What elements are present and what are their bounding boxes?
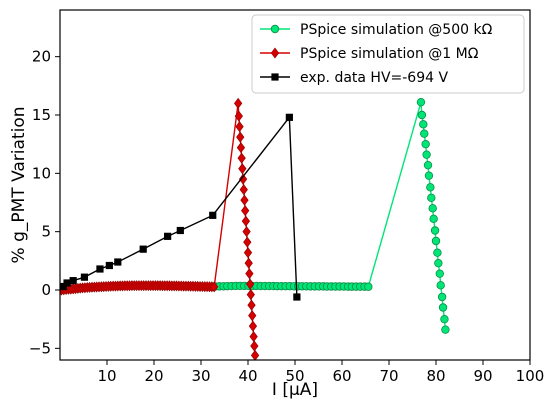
data-point: [244, 257, 253, 269]
x-tick-label: 50: [285, 367, 304, 385]
data-point: [435, 269, 444, 278]
data-point: [96, 265, 104, 273]
y-tick-label: 20: [32, 48, 51, 66]
data-point: [433, 248, 442, 257]
legend-item: PSpice simulation @1 MΩ: [260, 46, 479, 62]
data-point: [245, 268, 254, 280]
legend-marker: [270, 24, 280, 34]
y-tick-label: −5: [29, 339, 51, 357]
data-point: [422, 150, 431, 159]
x-tick-label: 80: [426, 367, 445, 385]
data-point: [114, 258, 122, 266]
data-point: [417, 110, 427, 120]
y-tick-label: 0: [41, 281, 51, 299]
data-point: [250, 340, 259, 352]
data-point: [441, 325, 450, 334]
legend-marker: [270, 47, 280, 59]
y-tick-label: 15: [32, 106, 51, 124]
data-point: [437, 292, 447, 302]
x-tick-label: 20: [144, 367, 163, 385]
data-point: [210, 281, 219, 293]
data-point: [436, 281, 445, 290]
data-point: [209, 211, 217, 219]
data-point: [80, 273, 89, 281]
x-axis-label: I [μA]: [272, 380, 318, 400]
series-3: [60, 113, 301, 301]
data-point: [238, 163, 247, 175]
data-point: [236, 142, 246, 154]
data-point: [60, 282, 67, 291]
series-layer: [60, 97, 450, 360]
legend-box: [251, 14, 525, 94]
data-point: [239, 184, 248, 196]
x-tick-label: 10: [97, 367, 116, 385]
data-point: [424, 171, 434, 180]
data-point: [248, 320, 258, 332]
data-point: [247, 299, 256, 311]
legend-item: exp. data HV=-694 V: [260, 70, 448, 86]
data-point: [423, 160, 433, 170]
data-point: [243, 236, 252, 248]
legend-item: PSpice simulation @500 kΩ: [260, 22, 493, 38]
x-tick-label: 70: [379, 367, 398, 385]
data-point: [427, 193, 436, 203]
data-point: [236, 131, 245, 143]
x-axis: 10 20 30 40 50 60 70 80 90 100: [97, 360, 544, 385]
data-point: [249, 331, 258, 343]
data-point: [434, 258, 443, 268]
x-tick-label: 60: [332, 367, 351, 385]
data-point: [248, 310, 257, 322]
data-point: [250, 349, 260, 360]
legend-marker: [271, 73, 279, 81]
data-point: [426, 183, 435, 192]
data-point: [420, 129, 429, 138]
data-point: [421, 139, 430, 149]
x-tick-label: 100: [516, 367, 545, 385]
data-point: [69, 277, 77, 285]
data-point: [440, 314, 449, 324]
x-tick-label: 30: [191, 367, 210, 385]
x-tick-label: 40: [238, 367, 257, 385]
data-point: [416, 97, 426, 107]
series-2: [60, 97, 260, 360]
data-point: [428, 204, 437, 213]
legend-label: PSpice simulation @1 MΩ: [300, 46, 479, 62]
data-point: [139, 245, 147, 253]
data-point: [246, 289, 255, 301]
legend-label: PSpice simulation @500 kΩ: [300, 22, 493, 38]
data-point: [438, 303, 448, 312]
data-point: [105, 261, 113, 270]
y-tick-label: 10: [32, 164, 51, 182]
data-point: [63, 279, 71, 287]
data-point: [164, 232, 172, 240]
data-point: [241, 215, 251, 227]
data-point: [176, 226, 184, 235]
data-point: [235, 121, 244, 133]
legend-label: exp. data HV=-694 V: [300, 70, 448, 86]
data-point: [241, 205, 250, 217]
data-point: [245, 278, 255, 290]
data-point: [238, 173, 248, 185]
data-point: [243, 247, 253, 259]
legend: PSpice simulation @500 kΩ PSpice simulati…: [251, 14, 525, 94]
data-point: [429, 214, 438, 224]
data-point: [234, 97, 243, 109]
data-point: [430, 226, 440, 235]
data-point: [242, 226, 251, 238]
data-point: [240, 194, 249, 206]
data-point: [293, 293, 301, 301]
data-point: [364, 282, 373, 291]
y-tick-label: 5: [41, 223, 51, 241]
data-point: [234, 110, 243, 122]
data-point: [419, 120, 428, 129]
y-axis: −5 0 5 10 15 20: [29, 48, 60, 357]
y-axis-label: % g_PMT Variation: [9, 107, 29, 264]
data-point: [431, 236, 441, 246]
data-point: [285, 113, 293, 121]
x-tick-label: 90: [473, 367, 492, 385]
series-1: [210, 97, 450, 334]
series-line: [61, 103, 256, 356]
data-point: [237, 152, 246, 164]
